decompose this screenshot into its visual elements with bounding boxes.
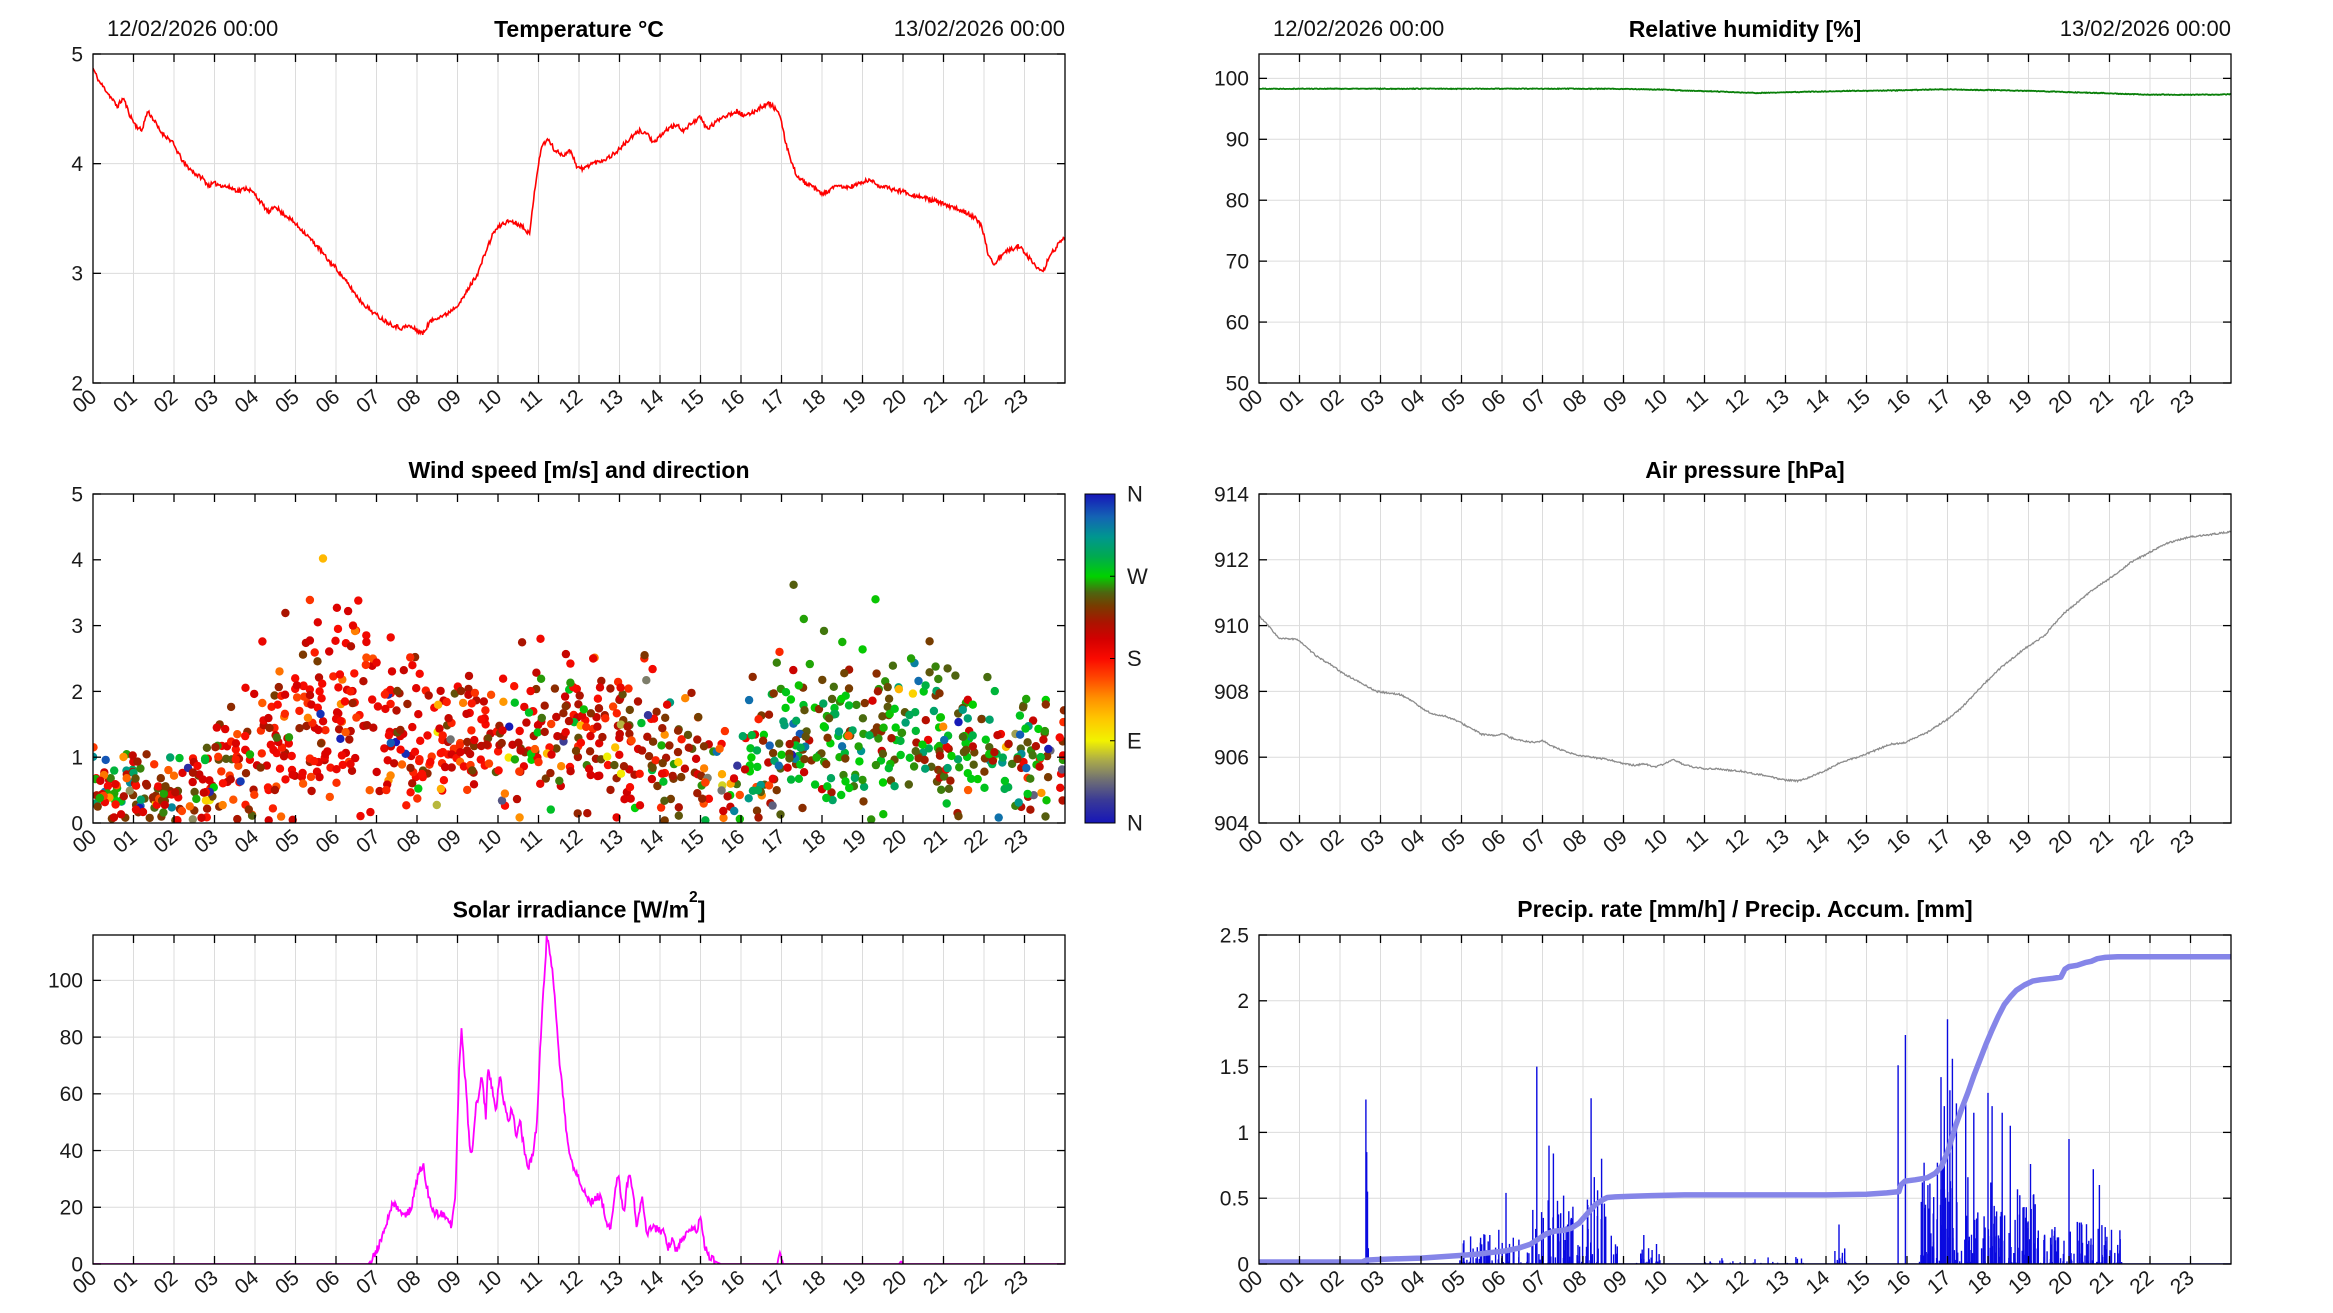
svg-text:50: 50 [1226, 372, 1249, 395]
svg-text:23: 23 [2166, 1266, 2199, 1299]
solar-title-post: ] [697, 896, 706, 923]
temperature-date-end: 13/02/2026 00:00 [893, 16, 1065, 41]
svg-text:04: 04 [1397, 1266, 1430, 1299]
svg-text:2: 2 [1237, 990, 1249, 1013]
svg-text:914: 914 [1214, 483, 1249, 506]
svg-text:07: 07 [1518, 1266, 1551, 1299]
svg-text:60: 60 [1226, 311, 1249, 334]
svg-text:1: 1 [1237, 1122, 1249, 1145]
svg-text:N: N [1127, 482, 1143, 507]
svg-text:2: 2 [71, 372, 83, 395]
humidity-title: Relative humidity [%] [1628, 16, 1862, 42]
svg-text:E: E [1127, 728, 1142, 753]
svg-text:0: 0 [1237, 1253, 1249, 1276]
svg-text:13: 13 [1761, 1266, 1794, 1299]
pressure-title: Air pressure [hPa] [1645, 457, 1845, 483]
svg-text:100: 100 [1214, 68, 1249, 91]
svg-text:80: 80 [60, 1026, 83, 1049]
svg-text:910: 910 [1214, 615, 1249, 638]
svg-text:0.5: 0.5 [1220, 1188, 1249, 1211]
svg-text:21: 21 [2085, 1266, 2118, 1299]
svg-text:100: 100 [48, 970, 83, 993]
solar-title-pre: Solar irradiance [W/m [452, 896, 690, 923]
temperature-title: Temperature °C [494, 16, 664, 42]
svg-text:05: 05 [1437, 1266, 1470, 1299]
svg-text:5: 5 [71, 43, 83, 66]
svg-text:908: 908 [1214, 681, 1249, 704]
temperature-date-start: 12/02/2026 00:00 [107, 16, 279, 41]
svg-text:01: 01 [1275, 1266, 1308, 1299]
solar-title: Solar irradiance [W/m2] [93, 889, 1065, 924]
svg-text:2: 2 [71, 681, 83, 704]
svg-text:0: 0 [71, 812, 83, 835]
svg-text:20: 20 [2045, 1266, 2078, 1299]
svg-text:906: 906 [1214, 747, 1249, 770]
wind-title: Wind speed [m/s] and direction [408, 457, 750, 483]
svg-text:10: 10 [1640, 1266, 1673, 1299]
svg-text:15: 15 [1842, 1266, 1875, 1299]
svg-text:22: 22 [2126, 1266, 2159, 1299]
humidity-date-start: 12/02/2026 00:00 [1273, 16, 1445, 41]
svg-text:3: 3 [71, 615, 83, 638]
svg-text:08: 08 [1559, 1266, 1592, 1299]
svg-text:4: 4 [71, 549, 83, 572]
svg-text:70: 70 [1226, 250, 1249, 273]
svg-text:18: 18 [1964, 1266, 1997, 1299]
svg-text:N: N [1127, 811, 1143, 836]
precip-title: Precip. rate [mm/h] / Precip. Accum. [mm… [1517, 896, 1973, 922]
svg-text:4: 4 [71, 153, 83, 176]
svg-text:02: 02 [1316, 1266, 1349, 1299]
svg-text:09: 09 [1599, 1266, 1632, 1299]
svg-text:W: W [1127, 564, 1148, 589]
svg-text:80: 80 [1226, 190, 1249, 213]
solar-title-sup: 2 [689, 888, 698, 906]
svg-text:5: 5 [71, 483, 83, 506]
svg-text:90: 90 [1226, 129, 1249, 152]
svg-text:17: 17 [1923, 1266, 1956, 1299]
svg-text:912: 912 [1214, 549, 1249, 572]
svg-text:60: 60 [60, 1083, 83, 1106]
svg-text:3: 3 [71, 263, 83, 286]
svg-text:16: 16 [1883, 1266, 1916, 1299]
svg-text:0: 0 [71, 1253, 83, 1276]
svg-text:20: 20 [60, 1197, 83, 1220]
svg-text:11: 11 [1681, 1266, 1712, 1298]
svg-text:1.5: 1.5 [1220, 1056, 1249, 1079]
svg-text:2.5: 2.5 [1220, 924, 1249, 947]
humidity-date-end: 13/02/2026 00:00 [2059, 16, 2231, 41]
svg-text:40: 40 [60, 1140, 83, 1163]
svg-text:06: 06 [1478, 1266, 1511, 1299]
svg-text:12: 12 [1721, 1266, 1754, 1299]
svg-text:14: 14 [1802, 1266, 1835, 1299]
svg-text:S: S [1127, 646, 1142, 671]
svg-text:19: 19 [2004, 1266, 2037, 1299]
svg-text:03: 03 [1356, 1266, 1389, 1299]
svg-text:904: 904 [1214, 812, 1249, 835]
svg-text:1: 1 [71, 747, 83, 770]
